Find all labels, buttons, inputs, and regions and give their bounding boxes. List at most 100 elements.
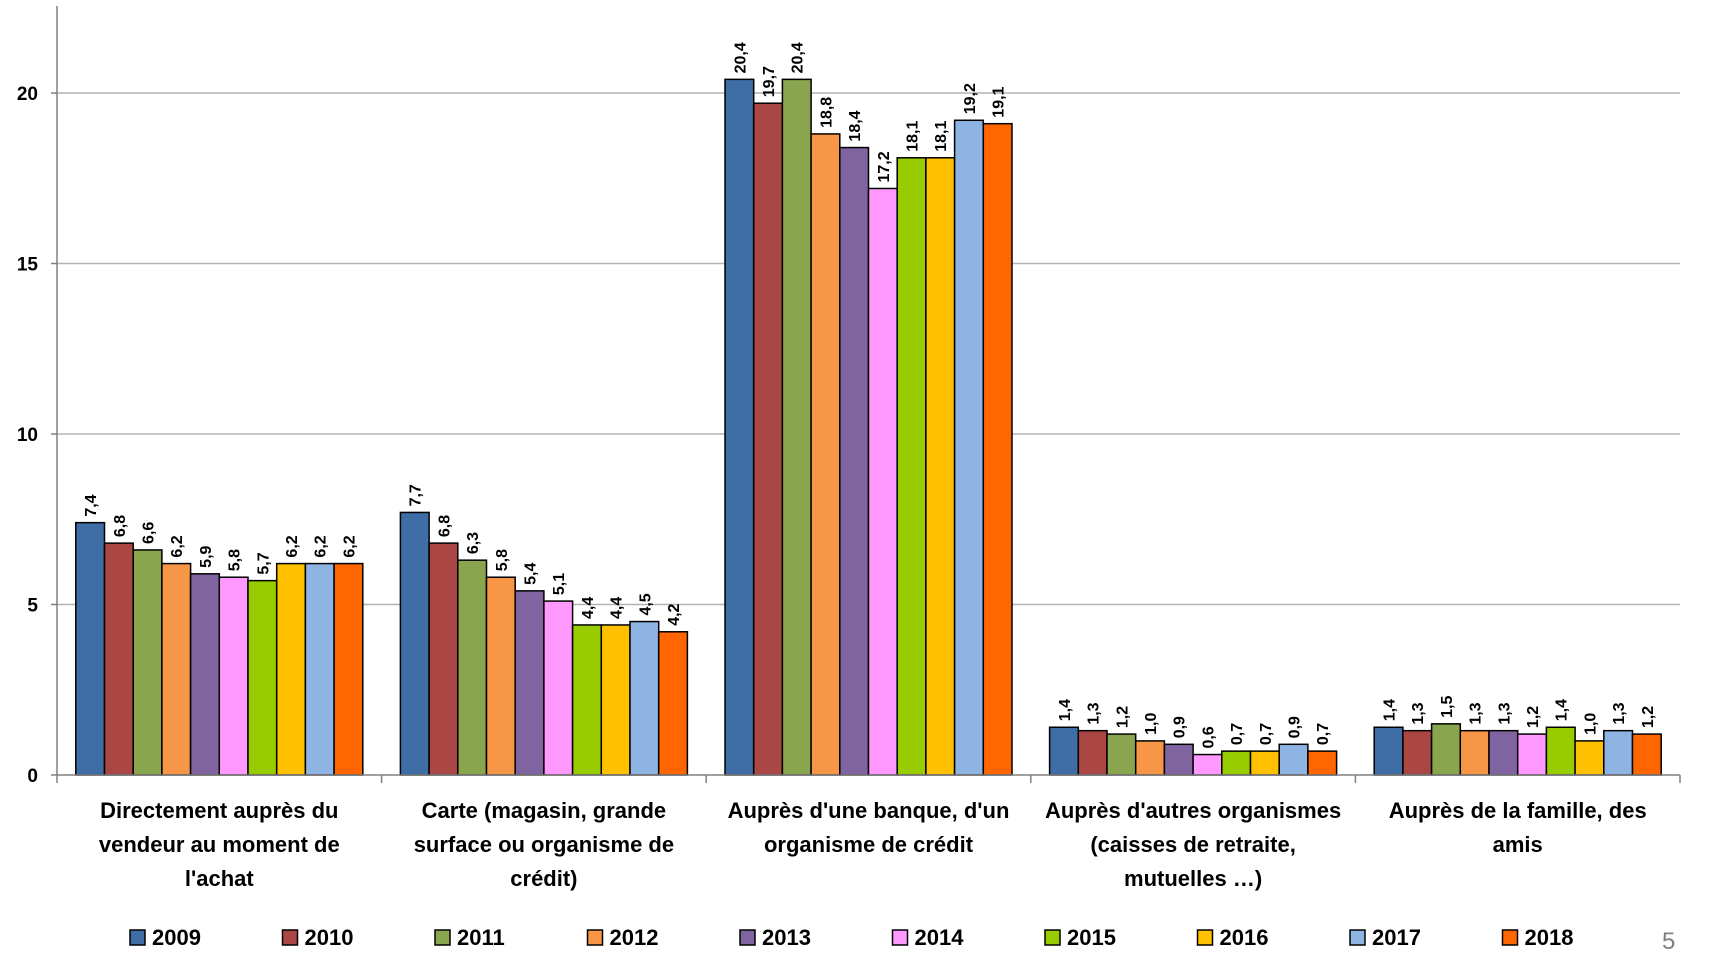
bar-2010 [428, 542, 459, 776]
bar-2017 [629, 620, 660, 776]
data-label: 19,2 [962, 83, 979, 114]
legend-label: 2014 [915, 925, 965, 950]
bars [75, 78, 1662, 776]
bar-2012 [810, 133, 841, 776]
legend-swatch-2017 [1349, 929, 1366, 946]
bar-2015 [247, 579, 278, 776]
bar-2009 [1373, 726, 1404, 776]
data-label: 1,2 [1525, 706, 1542, 728]
bar-2016 [1574, 740, 1605, 776]
data-label: 18,1 [905, 121, 922, 152]
y-tick-label: 5 [27, 596, 38, 617]
data-label: 1,3 [1496, 702, 1513, 724]
data-label: 1,3 [1611, 702, 1628, 724]
data-label: 0,9 [1172, 716, 1189, 738]
bar-2012 [161, 562, 192, 776]
data-label: 18,1 [933, 121, 950, 152]
page-number: 5 [1662, 928, 1676, 955]
legend-label: 2017 [1372, 925, 1421, 950]
bar-2010 [1402, 729, 1433, 776]
data-label: 7,7 [408, 484, 425, 506]
data-label: 4,4 [609, 597, 626, 619]
bar-2018 [1307, 750, 1338, 776]
legend-label: 2013 [762, 925, 811, 950]
data-label: 1,0 [1582, 713, 1599, 735]
data-label: 6,2 [341, 535, 358, 557]
data-label: 20,4 [732, 42, 749, 73]
bar-2009 [1048, 726, 1080, 776]
legend-swatch-2016 [1196, 929, 1214, 946]
category-label: Carte (magasin, grande [422, 798, 667, 823]
bar-2011 [1430, 723, 1462, 776]
data-label: 0,7 [1315, 723, 1332, 745]
data-label: 5,7 [255, 552, 272, 574]
bar-2012 [1134, 740, 1166, 776]
bar-2010 [103, 542, 134, 776]
data-label: 18,8 [818, 97, 835, 128]
data-label: 1,0 [1143, 713, 1160, 735]
legend: 2009 2010 2011 2012 2013 2014 2015 2016 2017 2018 [129, 925, 1573, 950]
bar-2015 [1545, 726, 1576, 776]
bar-2013 [189, 573, 221, 776]
bar-2016 [275, 562, 307, 776]
category-label: mutuelles …) [1124, 866, 1262, 891]
data-label: 5,8 [227, 549, 244, 571]
data-label: 1,3 [1410, 702, 1427, 724]
legend-swatch-2010 [281, 929, 299, 946]
data-label: 1,4 [1057, 699, 1074, 721]
y-tick-label: 10 [17, 425, 38, 446]
legend-swatch-2011 [434, 929, 451, 946]
bar-2011 [1106, 733, 1137, 776]
category-label: vendeur au moment de [99, 832, 340, 857]
category-label: surface ou organisme de [414, 832, 674, 857]
bar-2013 [839, 146, 870, 776]
bar-2011 [781, 78, 812, 776]
bar-2018 [982, 122, 1013, 776]
legend-label: 2015 [1067, 925, 1116, 950]
category-labels: Directement auprès du vendeur au moment d… [99, 798, 1647, 891]
data-labels: 7,4 7,7 20,4 1,4 1,4 6,8 6,8 19,7 1,3 1,3 6,6 6,3 20… [83, 42, 1657, 748]
data-label: 19,7 [761, 66, 778, 97]
bar-2012 [485, 576, 516, 776]
bar-2017 [953, 119, 985, 776]
bar-2018 [1631, 733, 1662, 776]
category-label: Auprès d'une banque, d'un [728, 798, 1010, 823]
data-label: 1,2 [1114, 706, 1131, 728]
bar-2018 [333, 562, 364, 776]
data-label: 0,7 [1229, 723, 1246, 745]
legend-swatch-2012 [586, 929, 604, 946]
bar-2012 [1459, 729, 1490, 776]
data-label: 6,2 [284, 535, 301, 557]
category-label: Auprès de la famille, des [1389, 798, 1647, 823]
legend-swatch-2013 [739, 929, 756, 946]
data-label: 5,8 [494, 549, 511, 571]
bar-2016 [1249, 750, 1280, 776]
data-label: 6,8 [436, 515, 453, 537]
data-label: 1,4 [1554, 699, 1571, 721]
category-label: l'achat [185, 866, 254, 891]
y-tick-label: 20 [17, 84, 38, 105]
bar-2014 [543, 600, 574, 776]
data-label: 5,1 [551, 573, 568, 595]
bar-2015 [896, 157, 927, 776]
legend-swatch-2018 [1501, 929, 1519, 946]
bar-2017 [1603, 729, 1634, 776]
legend-swatch-2014 [891, 929, 909, 946]
data-label: 20,4 [790, 42, 807, 73]
data-label: 1,2 [1640, 706, 1657, 728]
y-axis-ticks: 0 5 10 15 20 [17, 84, 57, 787]
bar-2011 [132, 549, 163, 776]
data-label: 5,9 [198, 545, 215, 567]
bar-2014 [1192, 753, 1223, 776]
data-label: 4,2 [666, 603, 683, 625]
data-label: 6,2 [169, 535, 186, 557]
data-label: 5,4 [523, 563, 540, 585]
data-label: 1,5 [1439, 696, 1456, 718]
bar-2014 [867, 187, 898, 776]
bar-2009 [75, 521, 106, 776]
bar-2013 [514, 590, 545, 776]
bar-2011 [457, 559, 488, 776]
bar-2017 [1278, 743, 1309, 776]
bar-2016 [925, 157, 956, 776]
